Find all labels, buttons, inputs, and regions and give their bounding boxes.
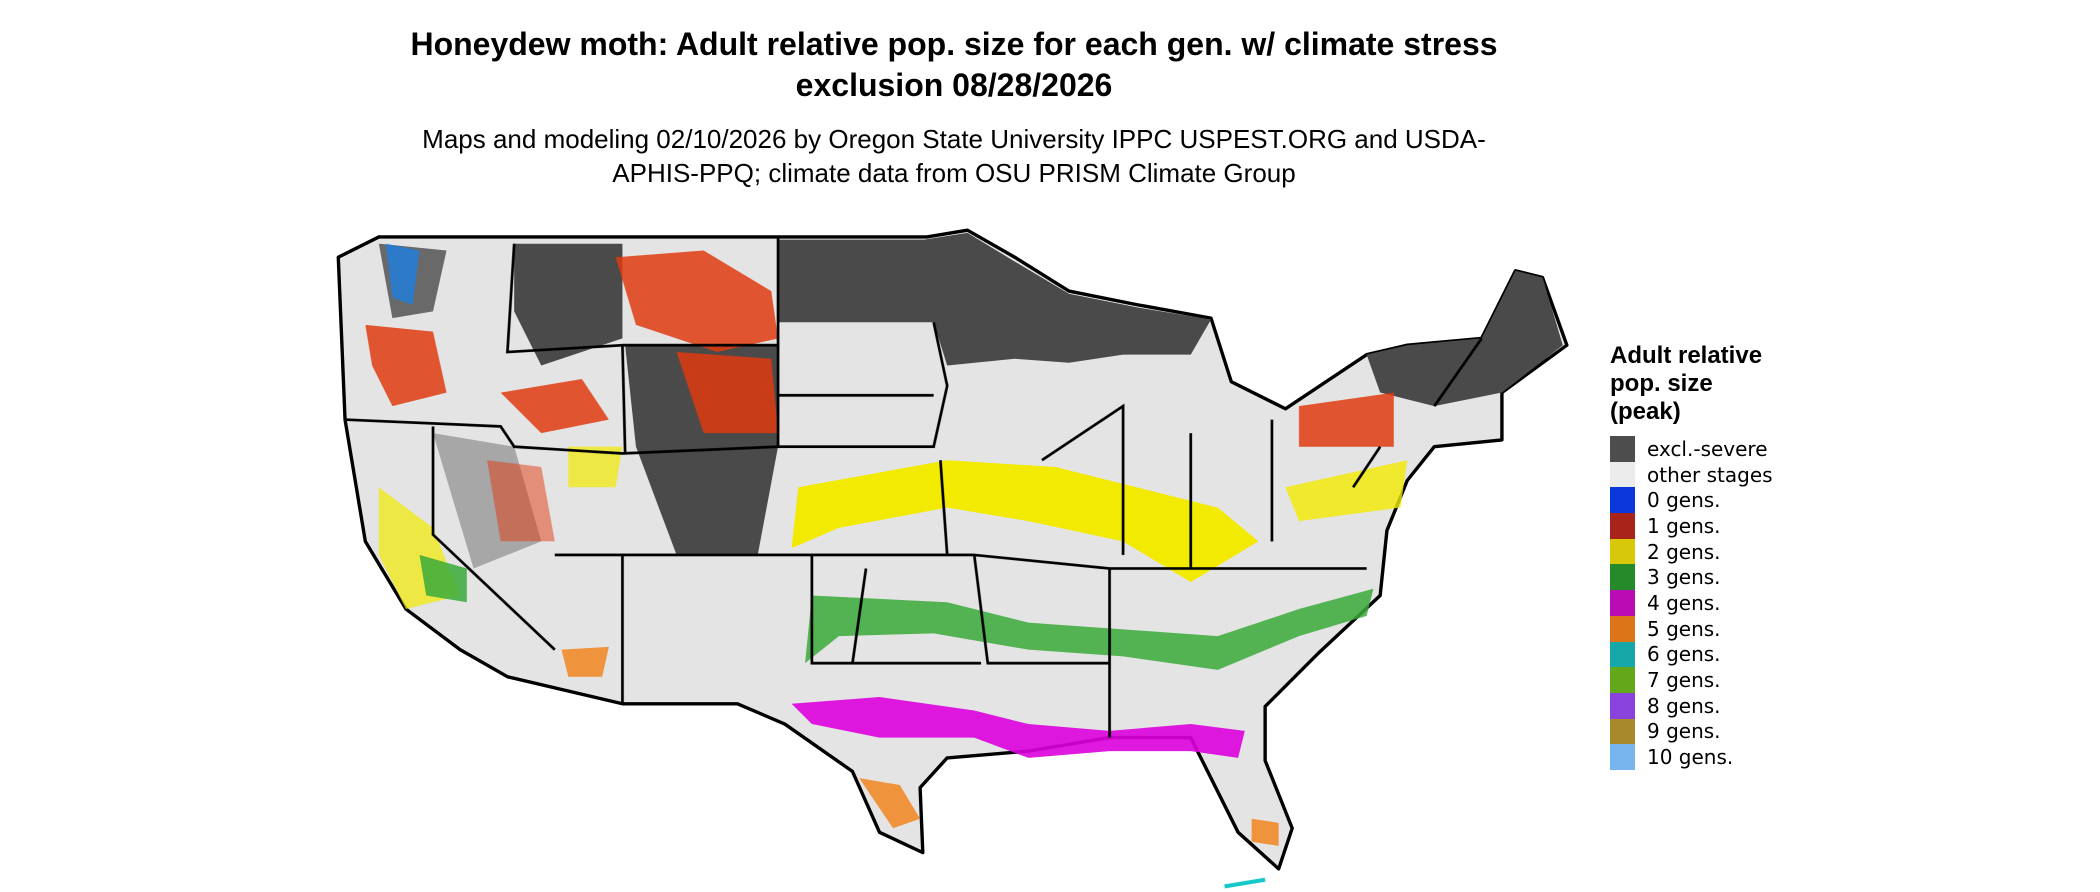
title: Honeydew moth: Adult relative pop. size … xyxy=(410,26,1498,103)
legend-swatch xyxy=(1610,744,1635,770)
legend-label: excl.-severe xyxy=(1647,436,1768,461)
legend-label: 9 gens. xyxy=(1647,719,1721,744)
legend-label: 6 gens. xyxy=(1647,642,1721,667)
legend-item: 9 gens. xyxy=(1610,718,1785,745)
legend-label: 7 gens. xyxy=(1647,668,1721,693)
four-gen-areas xyxy=(791,696,1245,758)
legend-item: excl.-severe xyxy=(1610,436,1785,462)
legend-swatch xyxy=(1610,641,1635,668)
legend-item: 6 gens. xyxy=(1610,641,1785,668)
legend-swatch xyxy=(1610,564,1635,591)
legend-items: excl.-severe other stages 0 gens. 1 gens. 2 … xyxy=(1610,436,1785,770)
florida-keys xyxy=(1224,877,1266,889)
legend-item: 1 gens. xyxy=(1610,513,1785,539)
legend-item: other stages xyxy=(1610,461,1785,488)
legend-item: 2 gens. xyxy=(1610,538,1785,565)
seattle-blue xyxy=(385,243,420,305)
subtitle: Maps and modeling 02/10/2026 by Oregon S… xyxy=(422,124,1486,188)
one-gen-areas xyxy=(365,250,1394,542)
two-gen-areas xyxy=(378,446,1408,610)
legend-title: Adult relative pop. size (peak) xyxy=(1610,342,1763,425)
legend-item: 10 gens. xyxy=(1610,744,1785,770)
legend-swatch xyxy=(1610,538,1635,565)
legend-label: 10 gens. xyxy=(1647,745,1734,770)
legend-item: 5 gens. xyxy=(1610,615,1785,642)
legend-label: other stages xyxy=(1647,462,1773,487)
legend: Adult relative pop. size (peak) excl.-se… xyxy=(1610,342,1785,770)
legend-swatch xyxy=(1610,718,1635,745)
legend-swatch xyxy=(1610,590,1635,616)
legend-swatch xyxy=(1610,615,1635,642)
legend-swatch xyxy=(1610,461,1635,488)
legend-label: 1 gens. xyxy=(1647,513,1721,538)
legend-swatch xyxy=(1610,436,1635,462)
legend-label: 4 gens. xyxy=(1647,590,1721,615)
three-gen-areas xyxy=(419,554,1374,670)
legend-item: 3 gens. xyxy=(1610,564,1785,591)
legend-swatch xyxy=(1610,667,1635,693)
legend-item: 4 gens. xyxy=(1610,590,1785,616)
state-borders xyxy=(344,236,1483,738)
legend-label: 0 gens. xyxy=(1647,488,1721,513)
legend-item: 8 gens. xyxy=(1610,692,1785,719)
legend-label: 5 gens. xyxy=(1647,616,1721,641)
legend-item: 7 gens. xyxy=(1610,667,1785,693)
legend-swatch xyxy=(1610,487,1635,514)
legend-label: 2 gens. xyxy=(1647,539,1721,564)
legend-item: 0 gens. xyxy=(1610,487,1785,514)
legend-swatch xyxy=(1610,692,1635,719)
legend-label: 3 gens. xyxy=(1647,565,1721,590)
legend-swatch xyxy=(1610,513,1635,539)
five-gen-areas xyxy=(561,646,1279,846)
legend-label: 8 gens. xyxy=(1647,693,1721,718)
